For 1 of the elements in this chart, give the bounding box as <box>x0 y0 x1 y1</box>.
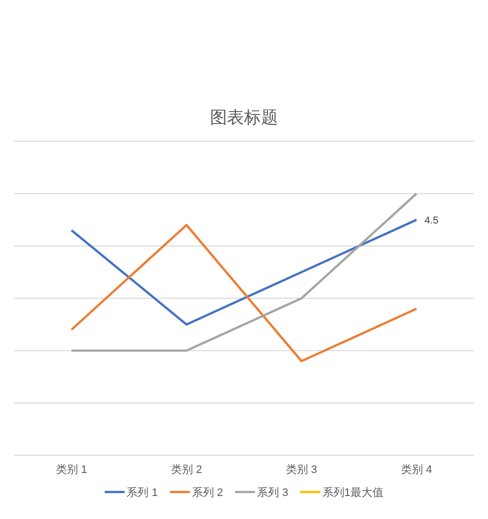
title: 图表标题 <box>210 108 278 127</box>
